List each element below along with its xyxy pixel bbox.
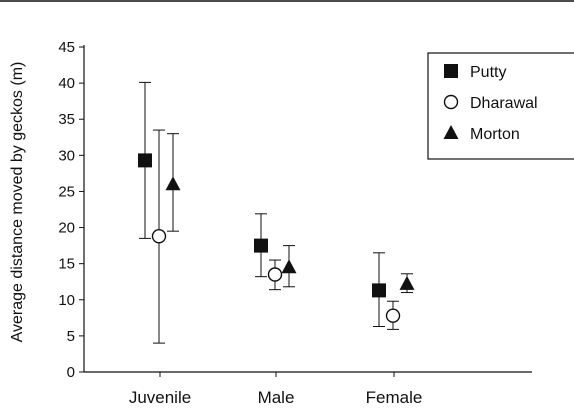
y-tick-label: 45 (58, 39, 75, 56)
x-category-label: Female (366, 388, 423, 407)
x-axis-categories: Juvenile Male Female (129, 372, 423, 407)
data-point-dharawal (385, 308, 401, 323)
y-axis-title: Average distance moved by geckos (m) (9, 62, 26, 343)
data-point-morton (281, 259, 297, 274)
y-tick-label: 10 (58, 292, 75, 309)
data-markers (138, 153, 415, 323)
y-tick-label: 20 (58, 220, 75, 237)
error-bars (139, 81, 413, 344)
y-tick-label: 0 (67, 364, 75, 381)
data-point-putty (138, 153, 152, 168)
x-category-label: Juvenile (129, 388, 191, 407)
data-point-dharawal (267, 267, 283, 282)
legend-label-dharawal: Dharawal (470, 95, 538, 112)
y-tick-label: 30 (58, 147, 75, 164)
data-point-dharawal (151, 229, 167, 244)
x-category-label: Male (258, 388, 295, 407)
data-point-morton (399, 275, 415, 290)
legend-marker-morton (443, 125, 459, 139)
y-tick-label: 40 (58, 75, 75, 92)
data-point-putty (254, 238, 268, 253)
y-tick-label: 25 (58, 183, 75, 200)
y-tick-label: 15 (58, 256, 75, 273)
legend-label-putty: Putty (470, 64, 506, 81)
legend-marker-putty (444, 64, 458, 78)
legend-label-morton: Morton (470, 126, 520, 143)
data-point-morton (165, 176, 181, 191)
legend-marker-dharawal (443, 94, 459, 110)
legend: Putty Dharawal Morton (427, 52, 574, 160)
y-tick-label: 5 (67, 328, 75, 345)
y-tick-label: 35 (58, 111, 75, 128)
data-point-putty (372, 283, 386, 298)
y-axis-ticks: 0 5 10 15 20 25 30 35 40 45 (58, 39, 84, 381)
axes (83, 45, 532, 373)
